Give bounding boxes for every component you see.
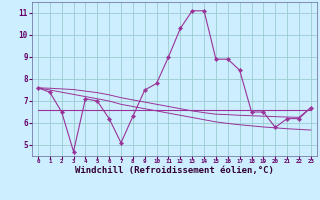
X-axis label: Windchill (Refroidissement éolien,°C): Windchill (Refroidissement éolien,°C) — [75, 166, 274, 175]
